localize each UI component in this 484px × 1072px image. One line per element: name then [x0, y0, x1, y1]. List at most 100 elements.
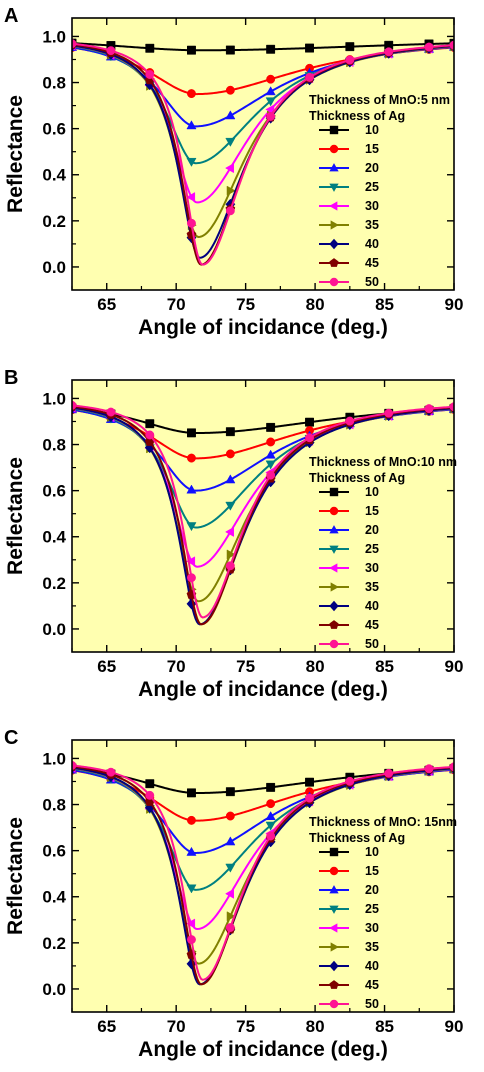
- legend-marker-15: [329, 144, 339, 154]
- data-point-50: [187, 573, 196, 583]
- legend-label-15: 15: [365, 142, 379, 156]
- legend-label-30: 30: [365, 561, 379, 575]
- data-point-50: [225, 923, 235, 932]
- legend-title: Thickness of MnO:10 nm: [309, 455, 457, 469]
- legend-label-45: 45: [365, 256, 379, 270]
- legend-label-25: 25: [365, 180, 379, 194]
- x-tick-label: 90: [445, 295, 464, 314]
- data-point-15: [305, 426, 314, 435]
- data-point-50: [384, 768, 394, 778]
- y-tick-label: 0.8: [42, 436, 66, 455]
- y-axis-title: Reflectance: [4, 457, 27, 575]
- data-point-10: [225, 787, 235, 797]
- series-group: [72, 38, 454, 266]
- data-point-50: [187, 935, 196, 945]
- legend-label-20: 20: [365, 161, 379, 175]
- plot-area: [72, 380, 454, 652]
- legend-marker-20: [329, 525, 339, 534]
- data-point-50: [424, 404, 434, 414]
- data-point-50: [305, 793, 314, 803]
- series-group: [72, 400, 454, 626]
- x-tick-label: 75: [236, 657, 255, 676]
- data-point-50: [424, 42, 434, 52]
- legend-label-15: 15: [365, 504, 379, 518]
- data-point-20: [186, 120, 197, 130]
- y-tick-label: 0.6: [42, 120, 66, 139]
- data-point-15: [187, 89, 196, 99]
- legend-marker-25: [329, 545, 339, 554]
- data-point-25: [225, 863, 236, 873]
- data-point-50: [384, 408, 394, 418]
- data-point-50: [187, 218, 196, 228]
- data-point-15: [187, 815, 196, 825]
- data-point-50: [305, 72, 314, 82]
- x-tick-label: 80: [306, 295, 325, 314]
- legend-marker-50: [329, 639, 339, 649]
- data-point-50: [384, 47, 394, 57]
- y-tick-label: 0.2: [42, 212, 66, 231]
- legend-label-10: 10: [365, 485, 379, 499]
- x-tick-label: 75: [236, 1017, 255, 1036]
- y-tick-label: 0.4: [42, 888, 66, 907]
- data-point-20: [225, 110, 236, 120]
- data-point-20: [265, 86, 276, 96]
- y-tick-label: 0.6: [42, 482, 66, 501]
- axes-frame: [71, 739, 455, 1013]
- chart-panel-C: C 65 70 75 80 85 90 0.0 0.2 0.4 0.6 0.8 1.0 Angle of …: [4, 727, 463, 1061]
- legend-label-35: 35: [365, 580, 379, 594]
- data-point-25: [186, 884, 197, 894]
- data-point-50: [72, 761, 77, 770]
- x-axis-title: Angle of incidance (deg.): [138, 678, 388, 701]
- y-tick-label: 0.0: [42, 258, 66, 277]
- y-tick-label: 0.6: [42, 842, 66, 861]
- legend-marker-10: [329, 487, 339, 497]
- data-point-50: [266, 831, 276, 841]
- y-tick-label: 0.2: [42, 574, 66, 593]
- data-point-50: [345, 55, 355, 65]
- legend-marker-40: [329, 238, 339, 250]
- x-tick-label: 80: [306, 1017, 325, 1036]
- legend-label-30: 30: [365, 199, 379, 213]
- y-tick-label: 0.0: [42, 980, 66, 999]
- legend-title: Thickness of MnO: 15nm: [309, 815, 457, 829]
- data-point-10: [305, 777, 314, 787]
- legend-label-40: 40: [365, 599, 379, 613]
- data-point-10: [384, 40, 394, 50]
- x-axis-title: Angle of incidance (deg.): [138, 1038, 388, 1061]
- data-point-25: [186, 157, 197, 167]
- data-point-50: [72, 400, 77, 410]
- legend-marker-35: [330, 582, 339, 592]
- x-tick-label: 85: [375, 657, 394, 676]
- data-point-25: [225, 501, 236, 511]
- y-tick-label: 1.0: [42, 749, 66, 768]
- y-tick-label: 0.4: [42, 528, 66, 547]
- data-point-15: [225, 449, 235, 459]
- data-point-10: [225, 427, 235, 437]
- legend-marker-40: [329, 960, 339, 972]
- legend-label-40: 40: [365, 959, 379, 973]
- data-point-50: [106, 407, 116, 417]
- legend-marker-45: [329, 258, 339, 267]
- axes-frame: [71, 17, 455, 291]
- x-tick-label: 80: [306, 657, 325, 676]
- data-point-30: [225, 526, 234, 537]
- data-point-35: [226, 185, 236, 196]
- legend-label-25: 25: [365, 902, 379, 916]
- legend-marker-10: [329, 847, 339, 857]
- x-tick-label: 65: [97, 657, 116, 676]
- data-point-10: [187, 788, 196, 798]
- data-point-15: [266, 74, 276, 84]
- data-point-10: [266, 44, 276, 54]
- legend-label-45: 45: [365, 978, 379, 992]
- axes-frame: [71, 379, 455, 653]
- data-point-50: [145, 70, 155, 79]
- legend-label-50: 50: [365, 275, 379, 289]
- legend-marker-25: [329, 905, 339, 914]
- legend-label-35: 35: [365, 940, 379, 954]
- panel-letter: A: [4, 5, 18, 27]
- data-point-10: [225, 45, 235, 55]
- data-point-35: [226, 911, 236, 922]
- y-tick-label: 1.0: [42, 389, 66, 408]
- legend-label-10: 10: [365, 123, 379, 137]
